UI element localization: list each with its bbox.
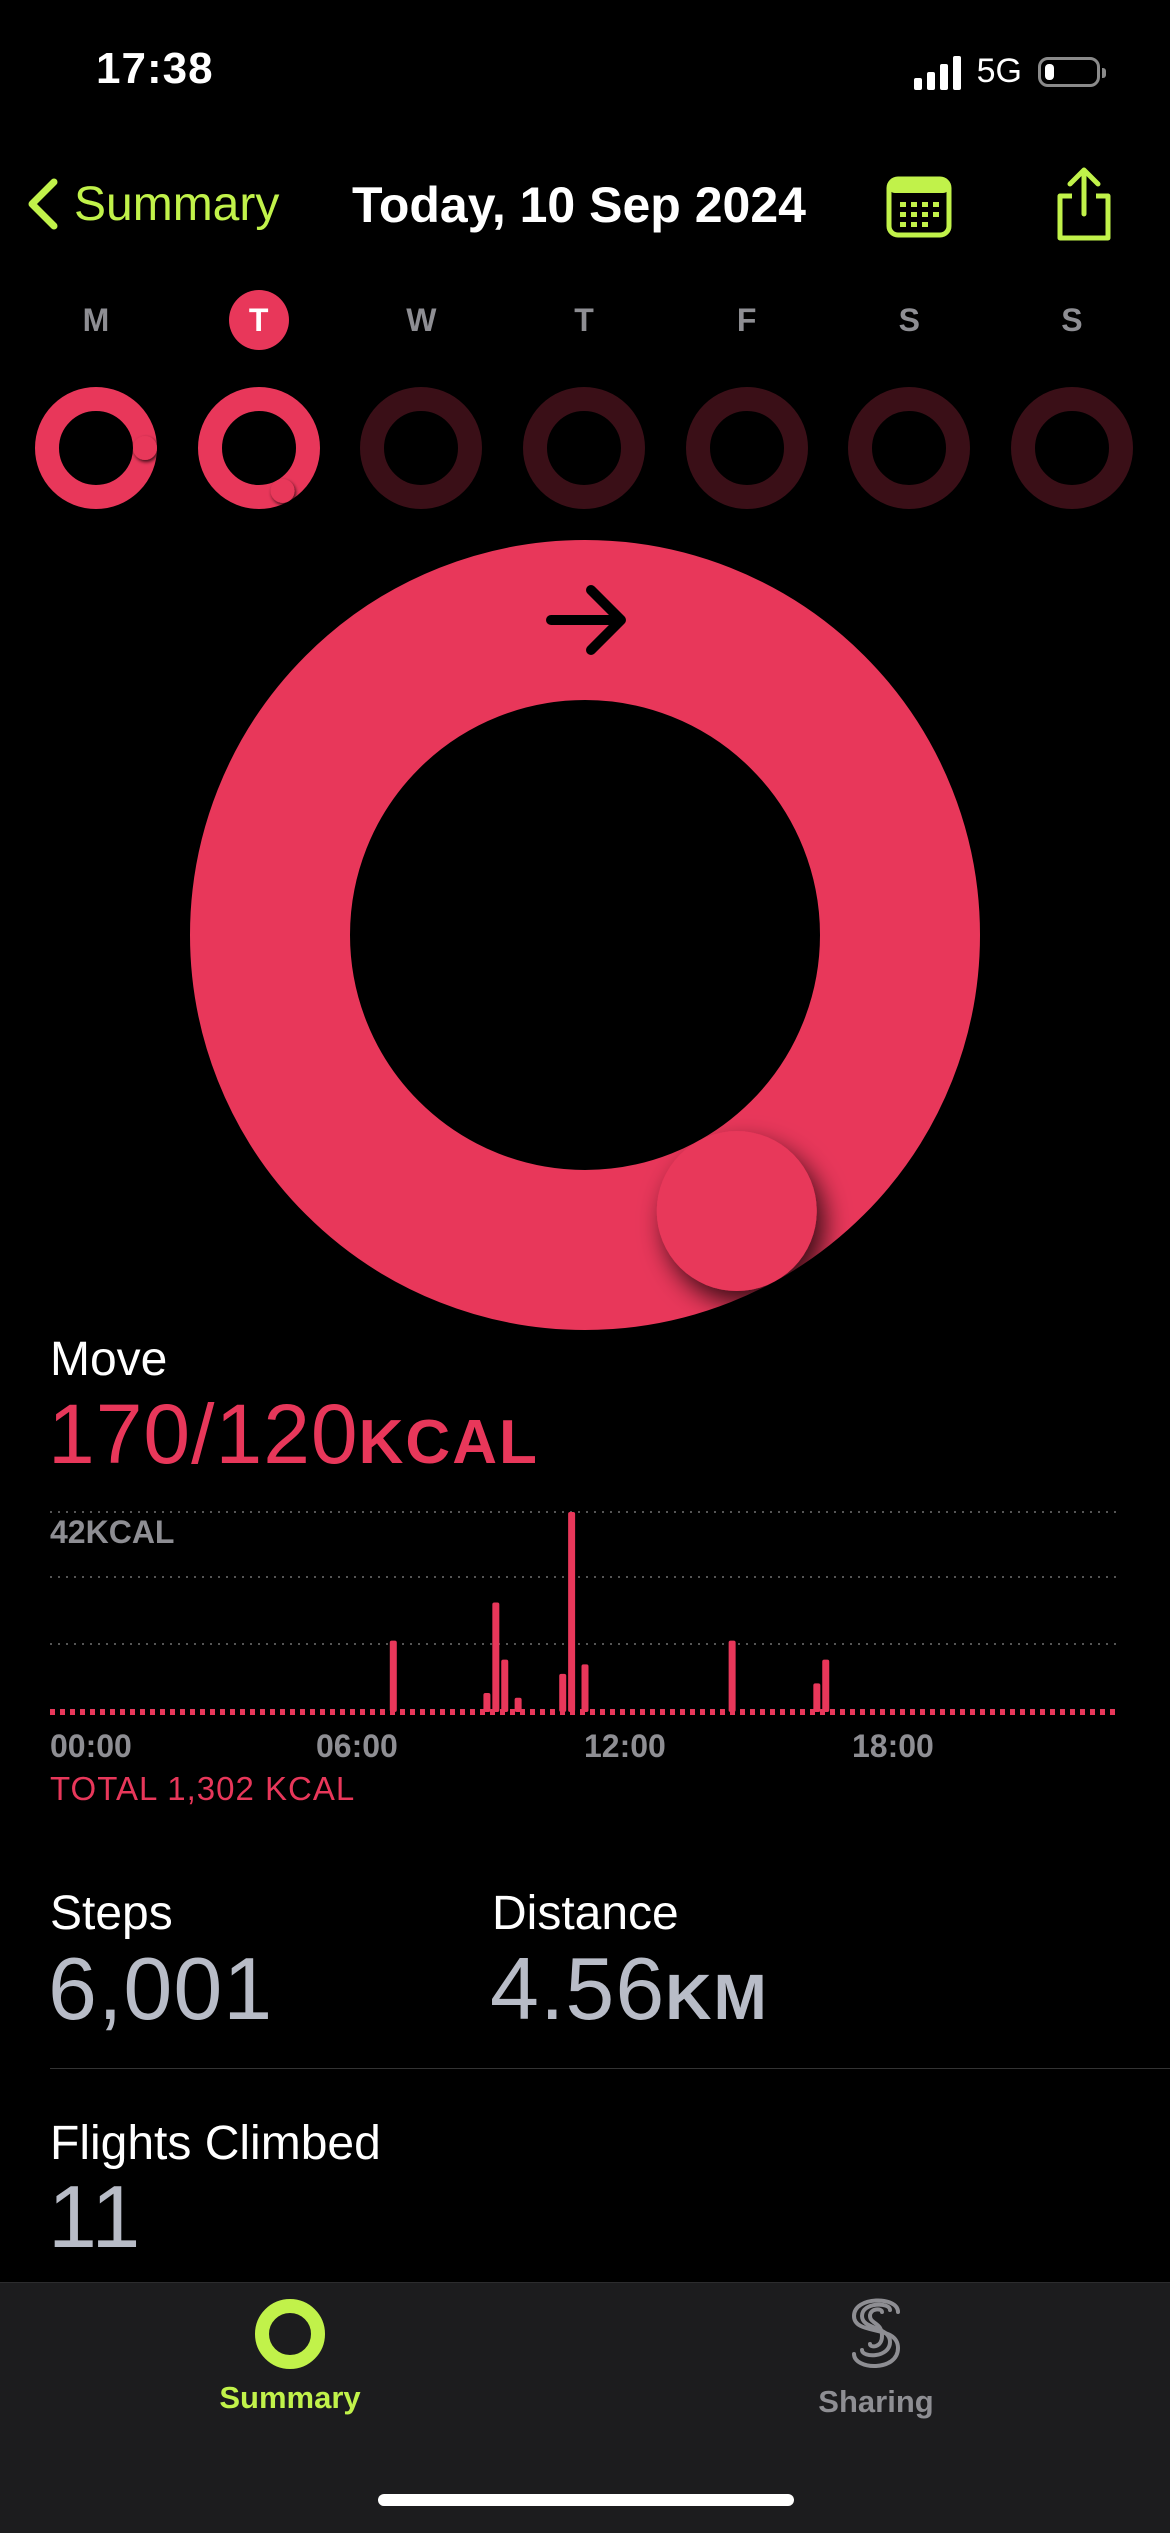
distance-value: 4.56KM: [490, 1938, 769, 2040]
move-amount: 170/120: [48, 1387, 359, 1481]
status-time: 17:38: [96, 44, 214, 93]
day-ring-arc-2-track: [360, 387, 483, 509]
day-2[interactable]: W: [359, 290, 483, 510]
day-0[interactable]: M: [34, 290, 158, 510]
back-button[interactable]: Summary: [24, 176, 279, 232]
day-ring-arc-1: [197, 387, 320, 509]
day-3[interactable]: T: [522, 290, 646, 510]
day-ring-arc-6-track: [1010, 387, 1133, 509]
day-5[interactable]: S: [847, 290, 971, 510]
back-button-label: Summary: [74, 177, 280, 231]
move-total: TOTAL 1,302 KCAL: [50, 1770, 356, 1807]
day-ring-arc-5: [848, 387, 971, 509]
tab-bar: [0, 2282, 1170, 2533]
sharing-icon: [851, 2298, 901, 2368]
day-letter: S: [898, 301, 920, 338]
move-chart-graphic: [50, 1511, 1120, 1715]
network-type: 5G: [976, 52, 1022, 90]
move-hourly-chart: [50, 1500, 1120, 1725]
tab-sharing[interactable]: Sharing: [746, 2296, 1006, 2420]
status-indicators: 5G: [913, 52, 1106, 91]
tab-sharing-label: Sharing: [818, 2384, 934, 2419]
chart-bar: [492, 1602, 500, 1712]
activity-rings-icon: [255, 2299, 325, 2369]
move-unit: KCAL: [358, 1408, 539, 1477]
day-ring-arc-2: [360, 387, 483, 509]
x-tick-label: 18:00: [852, 1728, 934, 1764]
flights-value: 11: [48, 2167, 142, 2266]
day-ring: [197, 387, 320, 509]
day-ring: [360, 387, 483, 509]
day-ring-arc-4: [685, 387, 808, 509]
day-ring: [1010, 387, 1133, 509]
day-6[interactable]: S: [1010, 290, 1134, 510]
x-tick-label: 06:00: [316, 1728, 398, 1764]
move-ring-arc-end-cap: [656, 1131, 817, 1292]
day-letter: W: [406, 301, 437, 338]
day-ring-arc-3-track: [522, 387, 645, 509]
arrow-right-icon: [546, 585, 626, 655]
share-button[interactable]: [1052, 166, 1116, 249]
day-letter: T: [228, 290, 289, 350]
day-letter: S: [1061, 301, 1083, 338]
move-ring-graphic: [190, 540, 980, 1330]
day-4[interactable]: F: [685, 290, 809, 510]
chevron-left-icon: [28, 178, 58, 230]
day-letter: F: [736, 301, 757, 338]
day-ring-arc-1-fill: [197, 387, 320, 509]
day-1[interactable]: T: [197, 290, 321, 510]
day-ring-arc-6: [1010, 387, 1133, 509]
steps-label: Steps: [50, 1887, 173, 1940]
share-icon: [1057, 167, 1111, 241]
chart-bar: [813, 1683, 821, 1712]
flights-label: Flights Climbed: [50, 2117, 381, 2170]
day-ring: [685, 387, 808, 509]
move-label: Move: [50, 1333, 168, 1386]
chart-bar: [728, 1640, 736, 1712]
x-tick-label: 00:00: [50, 1728, 132, 1764]
chart-bar: [568, 1512, 576, 1712]
move-value: 170/120KCAL: [48, 1386, 539, 1483]
chart-bar: [501, 1659, 509, 1712]
chart-bar: [514, 1697, 522, 1712]
day-ring-arc-0: [35, 387, 157, 509]
tab-summary-label: Summary: [219, 2380, 361, 2415]
battery-icon: [1038, 56, 1106, 87]
day-ring-arc-4-track: [685, 387, 808, 509]
day-ring-arc-1-end-cap: [270, 478, 295, 503]
distance-unit: KM: [665, 1961, 769, 2033]
day-ring: [35, 387, 157, 509]
distance-amount: 4.56: [490, 1939, 666, 2038]
day-ring: [848, 387, 971, 509]
distance-label: Distance: [492, 1887, 679, 1940]
chart-bar: [559, 1673, 567, 1712]
day-letter: T: [574, 301, 594, 338]
divider: [50, 2068, 1170, 2069]
cellular-signal-icon: [913, 54, 961, 90]
chart-bar: [483, 1692, 491, 1712]
move-ring[interactable]: [190, 540, 980, 1335]
tab-summary[interactable]: Summary: [160, 2296, 420, 2416]
day-ring-arc-5-track: [848, 387, 971, 509]
home-indicator: [378, 2494, 794, 2506]
chart-bar: [822, 1659, 830, 1712]
chart-bar: [389, 1640, 397, 1712]
move-ring-arc: [190, 540, 980, 1330]
day-letter: M: [82, 301, 110, 338]
day-ring-arc-0-fill: [35, 387, 157, 509]
move-ring-arc-fill: [190, 540, 980, 1330]
calendar-button[interactable]: [886, 176, 952, 243]
day-ring-arc-3: [522, 387, 645, 509]
page-title: Today, 10 Sep 2024: [352, 177, 806, 233]
day-ring: [522, 387, 645, 509]
steps-value: 6,001: [48, 1939, 274, 2038]
chart-max-label: 42KCAL: [50, 1514, 175, 1550]
chart-bar: [581, 1664, 589, 1712]
day-ring-arc-0-end-cap: [133, 436, 157, 460]
calendar-icon: [886, 176, 952, 238]
x-tick-label: 12:00: [584, 1728, 666, 1764]
